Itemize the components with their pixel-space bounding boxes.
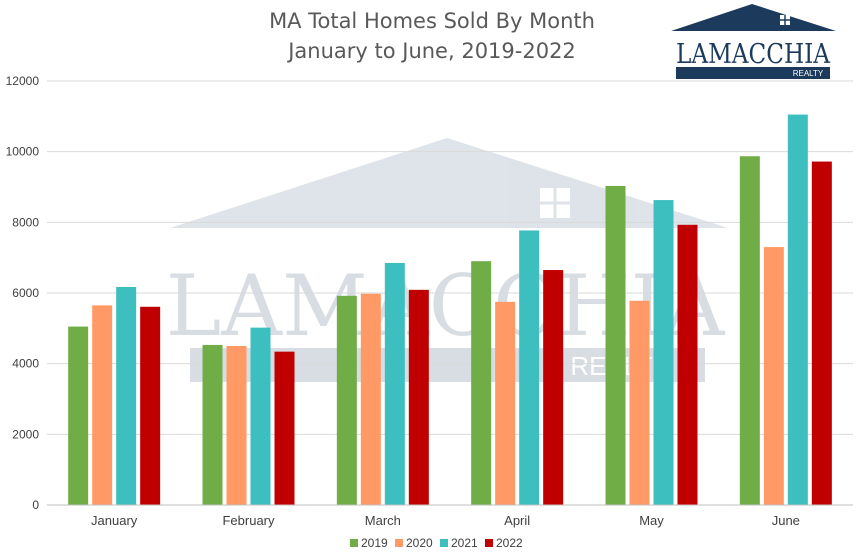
bar-2020-january: [92, 305, 113, 505]
bar-2021-february: [250, 327, 271, 505]
bar-2019-june: [739, 156, 760, 505]
bar-2019-may: [605, 185, 626, 505]
bar-2019-january: [68, 326, 89, 505]
bar-2022-february: [274, 351, 295, 505]
bar-2020-march: [360, 293, 381, 505]
watermark-window-icon: [540, 188, 570, 218]
x-tick-label: February: [222, 513, 275, 528]
y-tick-label: 8000: [12, 215, 39, 229]
bar-2020-june: [763, 247, 784, 506]
legend-label-2019: 2019: [361, 536, 388, 550]
x-tick-label: April: [504, 513, 530, 528]
logo-subtext: REALTY: [793, 69, 824, 78]
watermark-roof: [170, 138, 728, 228]
bar-2021-january: [116, 286, 137, 505]
legend-swatch-2022: [485, 539, 493, 547]
chart-subtitle: January to June, 2019-2022: [286, 39, 576, 63]
bar-2020-may: [629, 300, 650, 505]
bar-2020-april: [495, 301, 516, 505]
bar-2022-may: [677, 224, 698, 505]
logo-text: LAMACCHIA: [676, 39, 830, 70]
y-tick-label: 6000: [12, 286, 39, 300]
x-tick-label: May: [639, 513, 664, 528]
bar-2019-march: [336, 295, 357, 505]
x-tick-label: January: [91, 513, 138, 528]
legend-swatch-2021: [440, 539, 448, 547]
bar-2021-march: [384, 262, 405, 505]
legend-swatch-2019: [350, 539, 358, 547]
legend-label-2020: 2020: [406, 536, 433, 550]
bar-2022-june: [811, 161, 832, 505]
bar-2019-february: [202, 344, 223, 505]
logo-roof: [671, 4, 836, 31]
legend-label-2021: 2021: [451, 536, 478, 550]
bar-2022-march: [408, 289, 429, 505]
y-tick-label: 0: [32, 498, 39, 512]
logo-band: [676, 67, 830, 79]
x-tick-label: March: [365, 513, 401, 528]
bar-2021-april: [519, 230, 540, 505]
bar-2022-january: [140, 306, 161, 505]
legend-label-2022: 2022: [496, 536, 523, 550]
chart-title: MA Total Homes Sold By Month: [269, 9, 595, 33]
legend-swatch-2020: [395, 539, 403, 547]
bar-2021-june: [787, 114, 808, 506]
y-tick-label: 12000: [6, 74, 40, 88]
y-tick-label: 10000: [6, 145, 40, 159]
bar-2022-april: [543, 270, 564, 505]
x-tick-label: June: [772, 513, 800, 528]
brand-logo: LAMACCHIA REALTY: [671, 4, 836, 79]
y-tick-label: 2000: [12, 427, 39, 441]
y-tick-label: 4000: [12, 357, 39, 371]
bar-2020-february: [226, 346, 247, 505]
bar-2021-may: [653, 200, 674, 505]
bar-2019-april: [471, 261, 492, 505]
